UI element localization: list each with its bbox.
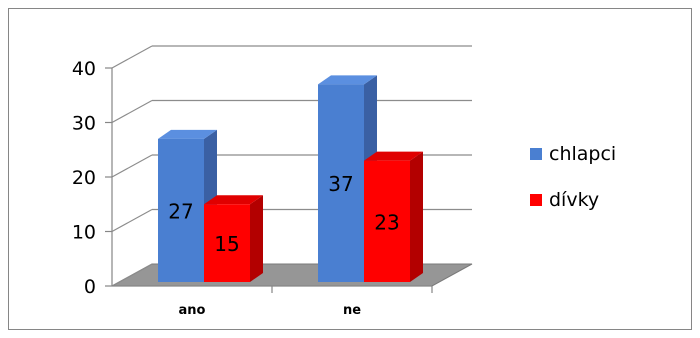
axes bbox=[105, 67, 433, 293]
bars bbox=[158, 75, 423, 282]
bar-top bbox=[158, 129, 217, 139]
legend-label: dívky bbox=[549, 189, 599, 211]
legend-label: chlapci bbox=[549, 143, 616, 165]
bar bbox=[204, 204, 250, 282]
gridline-side bbox=[111, 45, 153, 69]
gridline-side bbox=[111, 99, 153, 124]
data-labels: 27 15 37 23 bbox=[168, 172, 399, 256]
legend-swatch bbox=[530, 148, 542, 160]
data-label: 15 bbox=[214, 232, 239, 256]
x-category-labels: ano ne bbox=[179, 303, 362, 318]
x-category-label: ano bbox=[179, 303, 206, 318]
legend: chlapci dívky bbox=[530, 143, 616, 211]
data-label: 37 bbox=[328, 172, 353, 196]
data-label: 23 bbox=[374, 210, 399, 234]
y-tick-label: 20 bbox=[72, 167, 96, 189]
bar-side bbox=[410, 151, 423, 282]
y-tick-label: 40 bbox=[72, 58, 96, 80]
legend-swatch bbox=[530, 194, 542, 206]
y-tick-labels: 0 10 20 30 40 bbox=[72, 58, 96, 298]
x-category-label: ne bbox=[343, 303, 361, 318]
bar-top bbox=[318, 75, 377, 85]
gridline-side bbox=[111, 208, 153, 233]
bar-top bbox=[364, 151, 423, 161]
y-tick-label: 10 bbox=[72, 222, 96, 244]
data-label: 27 bbox=[168, 199, 193, 223]
bar bbox=[318, 84, 364, 282]
gridline-side bbox=[111, 154, 153, 178]
bar bbox=[158, 138, 204, 282]
bar-side bbox=[250, 195, 263, 282]
bar-top bbox=[204, 195, 263, 205]
y-tick-label: 0 bbox=[84, 276, 96, 298]
y-tick-label: 30 bbox=[72, 113, 96, 135]
gridline-side bbox=[111, 263, 153, 287]
bar bbox=[364, 160, 410, 282]
